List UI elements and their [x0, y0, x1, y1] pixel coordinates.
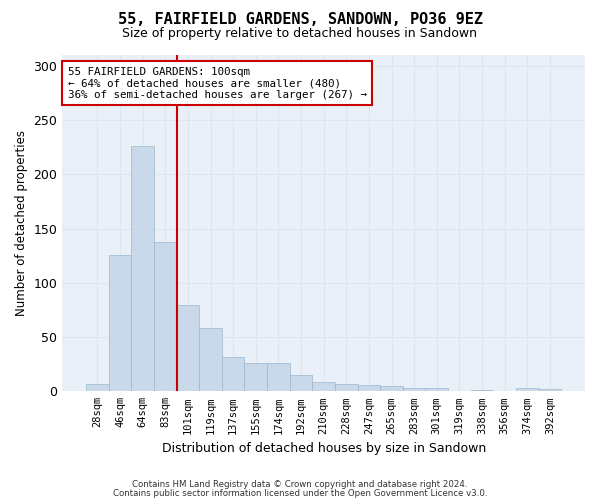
Text: Size of property relative to detached houses in Sandown: Size of property relative to detached ho…: [122, 28, 478, 40]
Text: Contains HM Land Registry data © Crown copyright and database right 2024.: Contains HM Land Registry data © Crown c…: [132, 480, 468, 489]
Bar: [471, 390, 493, 392]
Bar: [335, 384, 358, 392]
Text: 55 FAIRFIELD GARDENS: 100sqm
← 64% of detached houses are smaller (480)
36% of s: 55 FAIRFIELD GARDENS: 100sqm ← 64% of de…: [68, 67, 367, 100]
X-axis label: Distribution of detached houses by size in Sandown: Distribution of detached houses by size …: [161, 442, 486, 455]
Bar: [199, 328, 222, 392]
Bar: [131, 146, 154, 392]
Y-axis label: Number of detached properties: Number of detached properties: [15, 130, 28, 316]
Bar: [154, 242, 176, 392]
Text: Contains public sector information licensed under the Open Government Licence v3: Contains public sector information licen…: [113, 488, 487, 498]
Bar: [516, 388, 539, 392]
Bar: [86, 384, 109, 392]
Bar: [539, 389, 561, 392]
Bar: [380, 386, 403, 392]
Bar: [313, 382, 335, 392]
Bar: [222, 356, 244, 392]
Bar: [358, 385, 380, 392]
Bar: [403, 388, 425, 392]
Bar: [109, 254, 131, 392]
Bar: [244, 363, 267, 392]
Bar: [290, 375, 313, 392]
Bar: [267, 363, 290, 392]
Bar: [425, 388, 448, 392]
Bar: [176, 304, 199, 392]
Text: 55, FAIRFIELD GARDENS, SANDOWN, PO36 9EZ: 55, FAIRFIELD GARDENS, SANDOWN, PO36 9EZ: [118, 12, 482, 28]
